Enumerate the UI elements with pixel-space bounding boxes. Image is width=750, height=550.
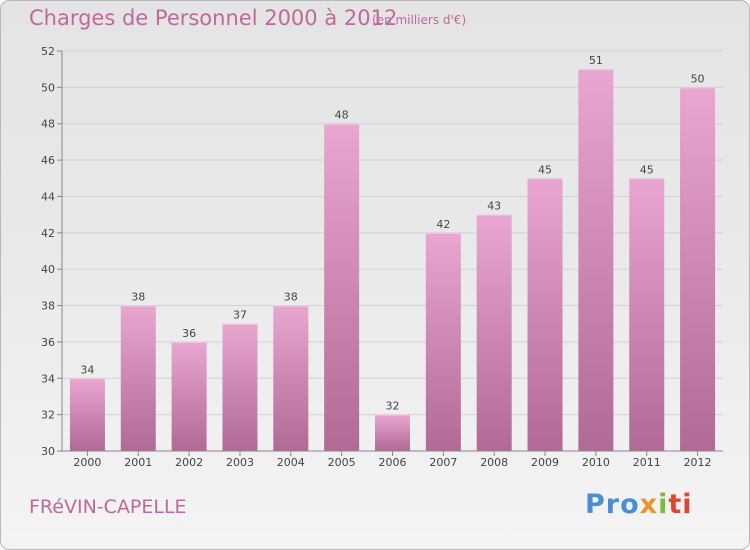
x-tick-label: 2009	[531, 456, 559, 469]
x-tick-label: 2006	[379, 456, 407, 469]
axes	[57, 50, 723, 456]
data-label: 37	[233, 309, 247, 322]
x-tick-label: 2002	[175, 456, 203, 469]
x-tick-label: 2007	[429, 456, 457, 469]
data-label: 34	[80, 363, 94, 376]
y-tick-label: 38	[41, 300, 55, 313]
y-tick-label: 32	[41, 409, 55, 422]
logo-part: ti	[668, 489, 693, 520]
data-label: 38	[131, 291, 145, 304]
x-tick-label: 2011	[633, 456, 661, 469]
x-tick-label: 2001	[124, 456, 152, 469]
data-label: 42	[436, 218, 450, 231]
chart-subtitle: (en milliers d'€)	[372, 13, 467, 27]
y-tick-label: 44	[41, 190, 55, 203]
bar	[527, 178, 563, 452]
y-tick-label: 46	[41, 154, 55, 167]
y-tick-label: 36	[41, 336, 55, 349]
x-tick-label: 2005	[328, 456, 356, 469]
bar	[476, 214, 512, 451]
logo-part: x	[639, 489, 659, 520]
bar	[629, 178, 665, 452]
data-label: 50	[691, 72, 705, 85]
x-tick-label: 2012	[684, 456, 712, 469]
y-tick-label: 50	[41, 81, 55, 94]
data-label: 48	[335, 109, 349, 122]
logo-part: Pro	[585, 489, 640, 520]
bar	[375, 414, 410, 451]
bar	[324, 123, 360, 452]
labels: 30 32 34 36 38 40 42 44 46 48 50 52 34 2000 38 2001 36 20…	[41, 45, 712, 469]
y-tick-label: 30	[41, 445, 55, 458]
bar	[680, 87, 716, 451]
bar	[273, 305, 309, 451]
bars	[69, 69, 716, 452]
y-tick-label: 48	[41, 118, 55, 131]
y-tick-label: 34	[41, 372, 55, 385]
data-label: 38	[284, 291, 298, 304]
data-label: 45	[640, 163, 654, 176]
data-label: 36	[182, 327, 196, 340]
x-tick-label: 2003	[226, 456, 254, 469]
y-tick-label: 42	[41, 227, 55, 240]
logo-part: i	[658, 489, 669, 520]
x-tick-label: 2004	[277, 456, 305, 469]
data-label: 51	[589, 54, 603, 67]
proxiti-logo: Proxiti	[585, 489, 693, 520]
y-tick-label: 40	[41, 263, 55, 276]
bar	[222, 323, 258, 451]
bar	[120, 305, 156, 451]
data-label: 32	[386, 400, 400, 413]
y-tick-label: 52	[41, 45, 55, 58]
data-label: 43	[487, 200, 501, 213]
bar	[578, 69, 614, 451]
x-tick-label: 2010	[582, 456, 610, 469]
commune-name: FRéVIN-CAPELLE	[29, 496, 187, 518]
bar	[69, 378, 105, 451]
x-tick-label: 2008	[480, 456, 508, 469]
data-label: 45	[538, 163, 552, 176]
bar	[171, 341, 207, 451]
bar	[425, 232, 461, 451]
grid-lines	[62, 50, 723, 452]
chart-title: Charges de Personnel 2000 à 2012	[29, 6, 398, 30]
x-tick-label: 2000	[73, 456, 101, 469]
